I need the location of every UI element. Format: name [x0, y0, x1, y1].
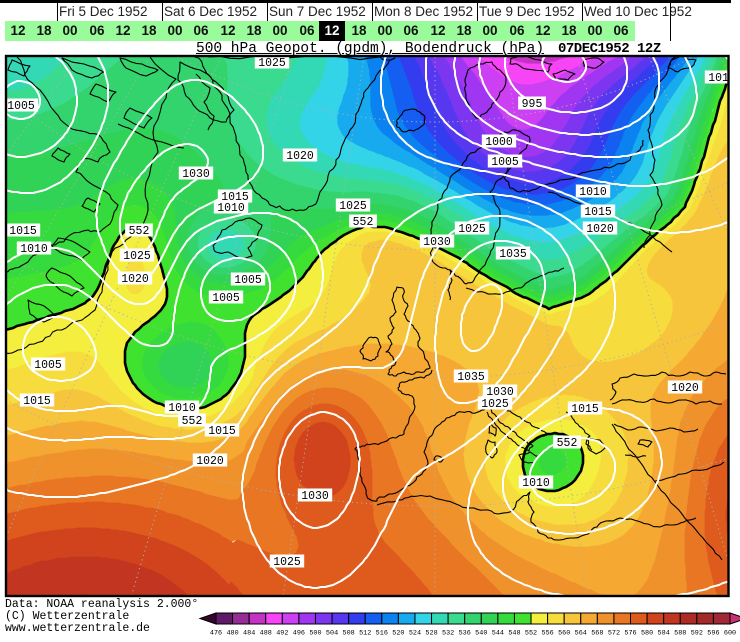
svg-text:1020: 1020 [286, 150, 314, 163]
svg-text:1010: 1010 [217, 202, 245, 215]
svg-text:548: 548 [508, 630, 520, 638]
svg-text:552: 552 [129, 225, 150, 238]
svg-text:560: 560 [558, 630, 570, 638]
svg-text:544: 544 [492, 630, 504, 638]
svg-text:596: 596 [707, 630, 719, 638]
svg-text:1010: 1010 [168, 402, 196, 415]
svg-text:488: 488 [260, 630, 272, 638]
svg-text:504: 504 [326, 630, 338, 638]
svg-text:1025: 1025 [481, 398, 509, 411]
svg-text:1025: 1025 [273, 556, 301, 569]
svg-text:512: 512 [359, 630, 371, 638]
svg-text:1015: 1015 [208, 425, 236, 438]
svg-text:1035: 1035 [457, 371, 485, 384]
svg-text:1020: 1020 [196, 455, 224, 468]
svg-text:552: 552 [557, 437, 578, 450]
svg-text:516: 516 [376, 630, 388, 638]
svg-text:524: 524 [409, 630, 421, 638]
svg-text:1030: 1030 [423, 236, 451, 249]
svg-text:1015: 1015 [571, 403, 599, 416]
svg-text:1030: 1030 [301, 490, 329, 503]
svg-text:1025: 1025 [339, 200, 367, 213]
svg-text:556: 556 [541, 630, 553, 638]
svg-text:580: 580 [641, 630, 653, 638]
svg-text:540: 540 [475, 630, 487, 638]
svg-text:552: 552 [353, 216, 374, 229]
svg-text:568: 568 [591, 630, 603, 638]
svg-text:1010: 1010 [20, 243, 48, 256]
svg-text:496: 496 [293, 630, 305, 638]
svg-text:1005: 1005 [34, 359, 62, 372]
svg-text:520: 520 [392, 630, 404, 638]
svg-text:1010: 1010 [579, 186, 607, 199]
svg-text:576: 576 [624, 630, 636, 638]
svg-text:600: 600 [724, 630, 736, 638]
svg-text:552: 552 [182, 415, 203, 428]
svg-text:532: 532 [442, 630, 454, 638]
svg-text:1005: 1005 [234, 274, 262, 287]
svg-text:1035: 1035 [499, 248, 527, 261]
svg-text:484: 484 [243, 630, 255, 638]
svg-text:1030: 1030 [486, 386, 514, 399]
svg-text:492: 492 [276, 630, 288, 638]
svg-text:1005: 1005 [212, 292, 240, 305]
svg-text:1015: 1015 [708, 72, 736, 85]
svg-text:1010: 1010 [522, 477, 550, 490]
svg-text:552: 552 [525, 630, 537, 638]
svg-text:528: 528 [425, 630, 437, 638]
svg-text:1025: 1025 [258, 57, 286, 70]
svg-text:476: 476 [210, 630, 222, 638]
svg-text:995: 995 [522, 98, 543, 111]
svg-text:1005: 1005 [7, 100, 35, 113]
svg-text:1025: 1025 [458, 223, 486, 236]
svg-text:584: 584 [658, 630, 670, 638]
svg-text:1015: 1015 [9, 225, 37, 238]
svg-text:1015: 1015 [23, 395, 51, 408]
svg-text:592: 592 [691, 630, 703, 638]
svg-text:1020: 1020 [586, 223, 614, 236]
svg-text:564: 564 [575, 630, 587, 638]
svg-text:1015: 1015 [584, 206, 612, 219]
svg-text:1000: 1000 [485, 136, 513, 149]
svg-text:1020: 1020 [671, 382, 699, 395]
svg-text:480: 480 [226, 630, 238, 638]
svg-text:536: 536 [459, 630, 471, 638]
svg-text:588: 588 [674, 630, 686, 638]
svg-text:572: 572 [608, 630, 620, 638]
svg-text:1030: 1030 [182, 168, 210, 181]
svg-text:500: 500 [309, 630, 321, 638]
svg-text:1025: 1025 [123, 250, 151, 263]
svg-text:1020: 1020 [121, 273, 149, 286]
svg-text:1005: 1005 [491, 156, 519, 169]
svg-text:508: 508 [343, 630, 355, 638]
